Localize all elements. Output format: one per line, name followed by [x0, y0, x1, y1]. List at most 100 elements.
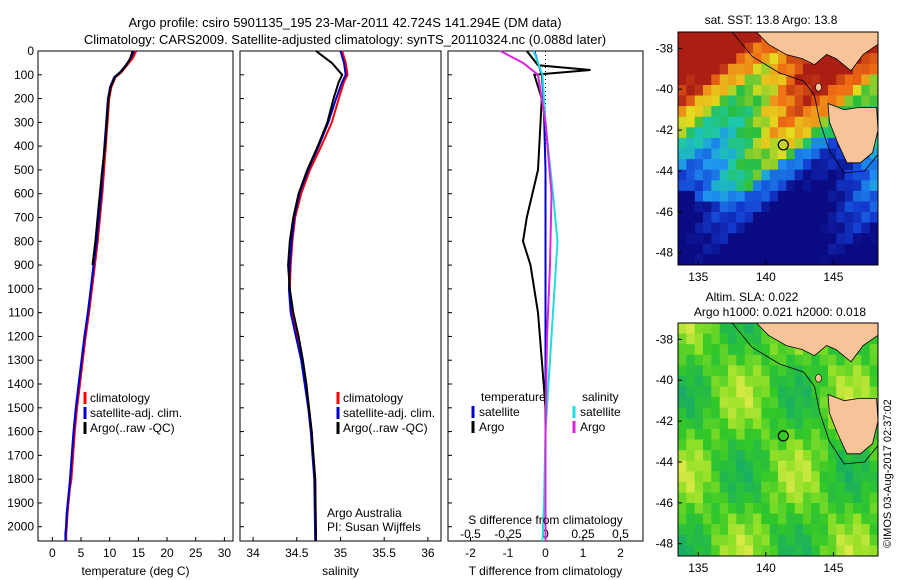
map-cell	[819, 212, 829, 224]
map-cell	[719, 148, 729, 160]
map-cell	[844, 212, 854, 224]
map-cell	[744, 323, 754, 335]
map-cell	[836, 85, 846, 97]
map-cell	[861, 254, 871, 265]
map-cell	[853, 85, 862, 97]
legend-label: Argo	[580, 420, 606, 434]
map-cell	[844, 243, 854, 255]
map-cell	[744, 159, 754, 171]
map-cell	[719, 190, 729, 203]
map-cell	[786, 344, 796, 356]
legend-label: Argo	[479, 420, 505, 434]
map-cell	[728, 137, 737, 150]
map-cell	[803, 534, 812, 546]
map-cell	[728, 32, 737, 44]
map-cell	[694, 439, 704, 451]
map-cell	[761, 201, 771, 213]
map-cell	[861, 344, 871, 356]
map-cell	[803, 85, 812, 97]
map-cell	[678, 492, 687, 504]
map-cell	[853, 354, 862, 366]
map-cell	[869, 159, 878, 171]
map-cell	[694, 95, 704, 107]
map-cell	[844, 95, 854, 107]
map-cell	[744, 492, 754, 504]
map-cell	[794, 513, 804, 525]
map-cell	[728, 439, 737, 451]
map-cell	[819, 460, 829, 472]
map-cell	[761, 137, 771, 150]
map-cell	[819, 471, 829, 483]
map-cell	[761, 460, 771, 472]
map-cell	[769, 428, 779, 441]
map-cell	[686, 127, 696, 139]
map-cell	[819, 233, 829, 245]
map-cell	[761, 481, 771, 494]
map-cell	[703, 365, 712, 377]
map-cell	[794, 233, 804, 245]
map-cell	[853, 169, 862, 181]
map-cell	[803, 386, 812, 398]
map-cell	[753, 513, 762, 525]
map-cell	[819, 106, 829, 118]
map-cell	[778, 503, 787, 515]
y-tick-label: 600	[14, 187, 34, 201]
map-cell	[686, 201, 696, 213]
map-cell	[769, 254, 779, 265]
map-cell	[786, 450, 796, 462]
map-cell	[744, 397, 754, 409]
map-cell	[803, 116, 812, 128]
map-cell	[853, 503, 862, 515]
map-cell	[836, 180, 846, 192]
map-cell	[719, 233, 729, 245]
map-cell	[711, 439, 721, 451]
map-cell	[803, 148, 812, 160]
map-cell	[686, 460, 696, 472]
map-cell	[736, 254, 746, 265]
map-cell	[753, 418, 762, 430]
map-cell	[694, 503, 704, 515]
x-tick-label: 5	[78, 546, 85, 560]
map-cell	[753, 534, 762, 546]
map-cell	[678, 159, 687, 171]
y-tick-label: 400	[14, 139, 34, 153]
map-cell	[703, 148, 712, 160]
map-cell	[828, 492, 837, 504]
map-cell	[753, 233, 762, 245]
map-cell	[736, 376, 746, 388]
map-cell	[761, 222, 771, 234]
map-cell	[736, 323, 746, 335]
map-cell	[828, 233, 837, 245]
map-cell	[819, 503, 829, 515]
map-cell	[828, 190, 837, 203]
map-cell	[703, 386, 712, 398]
y-tick-label: 1800	[7, 472, 34, 486]
map-cell	[703, 418, 712, 430]
map-cell	[811, 365, 821, 377]
map-cell	[753, 74, 762, 86]
map-cell	[678, 106, 687, 118]
map-cell	[703, 222, 712, 234]
map-cell	[719, 534, 729, 546]
map-cell	[819, 534, 829, 546]
map-cell	[728, 492, 737, 504]
map-cell	[728, 534, 737, 546]
map-cell	[719, 106, 729, 118]
map-cell	[786, 85, 796, 97]
map-cell	[828, 222, 837, 234]
map-cell	[844, 159, 854, 171]
map-cell	[869, 53, 878, 65]
map-cell	[678, 545, 687, 556]
map-cell	[819, 137, 829, 150]
map-cell	[761, 148, 771, 160]
map-cell	[728, 354, 737, 366]
map-cell	[853, 386, 862, 398]
map-cell	[778, 127, 787, 139]
map-cell	[836, 439, 846, 451]
map-cell	[753, 85, 762, 97]
map-cell	[778, 418, 787, 430]
map-cell	[778, 243, 787, 255]
map-cell	[828, 439, 837, 451]
map-cell	[686, 471, 696, 483]
